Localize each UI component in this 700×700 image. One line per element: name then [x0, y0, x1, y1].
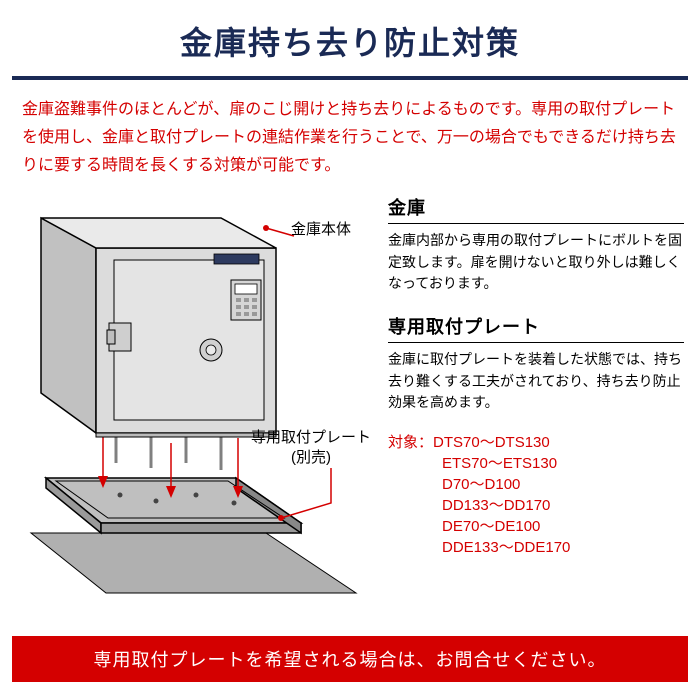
contact-banner: 専用取付プレートを希望される場合は、お問合せください。 — [12, 636, 688, 682]
target-line-0: DTS70～DTS130 — [433, 434, 550, 451]
target-block: 対象：DTS70～DTS130 ETS70～ETS130 D70～D100 DD… — [388, 432, 684, 558]
safe-diagram — [16, 188, 376, 608]
diagram-area: 金庫本体 専用取付プレート (別売) — [16, 188, 376, 608]
target-line-3: DD133～DD170 — [442, 495, 684, 516]
section1-text: 金庫内部から専用の取付プレートにボルトを固定致します。扉を開けないと取り外しは難… — [388, 230, 684, 295]
section2-text: 金庫に取付プレートを装着した状態では、持ち去り難くする工夫がされており、持ち去り… — [388, 349, 684, 414]
callout-plate-label: 専用取付プレート — [251, 429, 371, 446]
target-label: 対象： — [388, 434, 433, 451]
right-text-column: 金庫 金庫内部から専用の取付プレートにボルトを固定致します。扉を開けないと取り外… — [376, 188, 684, 608]
section1-title: 金庫 — [388, 194, 684, 224]
callout-plate: 専用取付プレート (別売) — [251, 428, 371, 467]
target-line-4: DE70～DE100 — [442, 516, 684, 537]
callout-plate-sub: (別売) — [291, 449, 331, 466]
section2-title: 専用取付プレート — [388, 313, 684, 343]
target-line-2: D70～D100 — [442, 474, 684, 495]
target-line-5: DDE133～DDE170 — [442, 537, 684, 558]
intro-paragraph: 金庫盗難事件のほとんどが、扉のこじ開けと持ち去りによるものです。専用の取付プレー… — [0, 90, 700, 188]
main-title: 金庫持ち去り防止対策 — [0, 0, 700, 76]
target-line-1: ETS70～ETS130 — [442, 453, 684, 474]
callout-safe-body: 金庫本体 — [291, 220, 351, 240]
title-underline — [12, 76, 688, 80]
